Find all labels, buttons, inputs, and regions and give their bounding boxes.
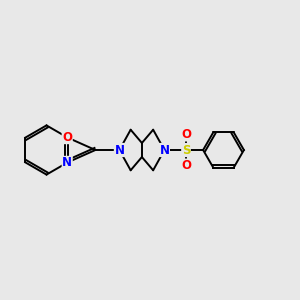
Text: N: N <box>114 143 124 157</box>
Text: N: N <box>62 156 72 170</box>
Text: O: O <box>181 128 191 141</box>
Text: O: O <box>62 130 72 144</box>
Text: N: N <box>159 143 170 157</box>
Text: S: S <box>182 143 190 157</box>
Text: O: O <box>181 159 191 172</box>
